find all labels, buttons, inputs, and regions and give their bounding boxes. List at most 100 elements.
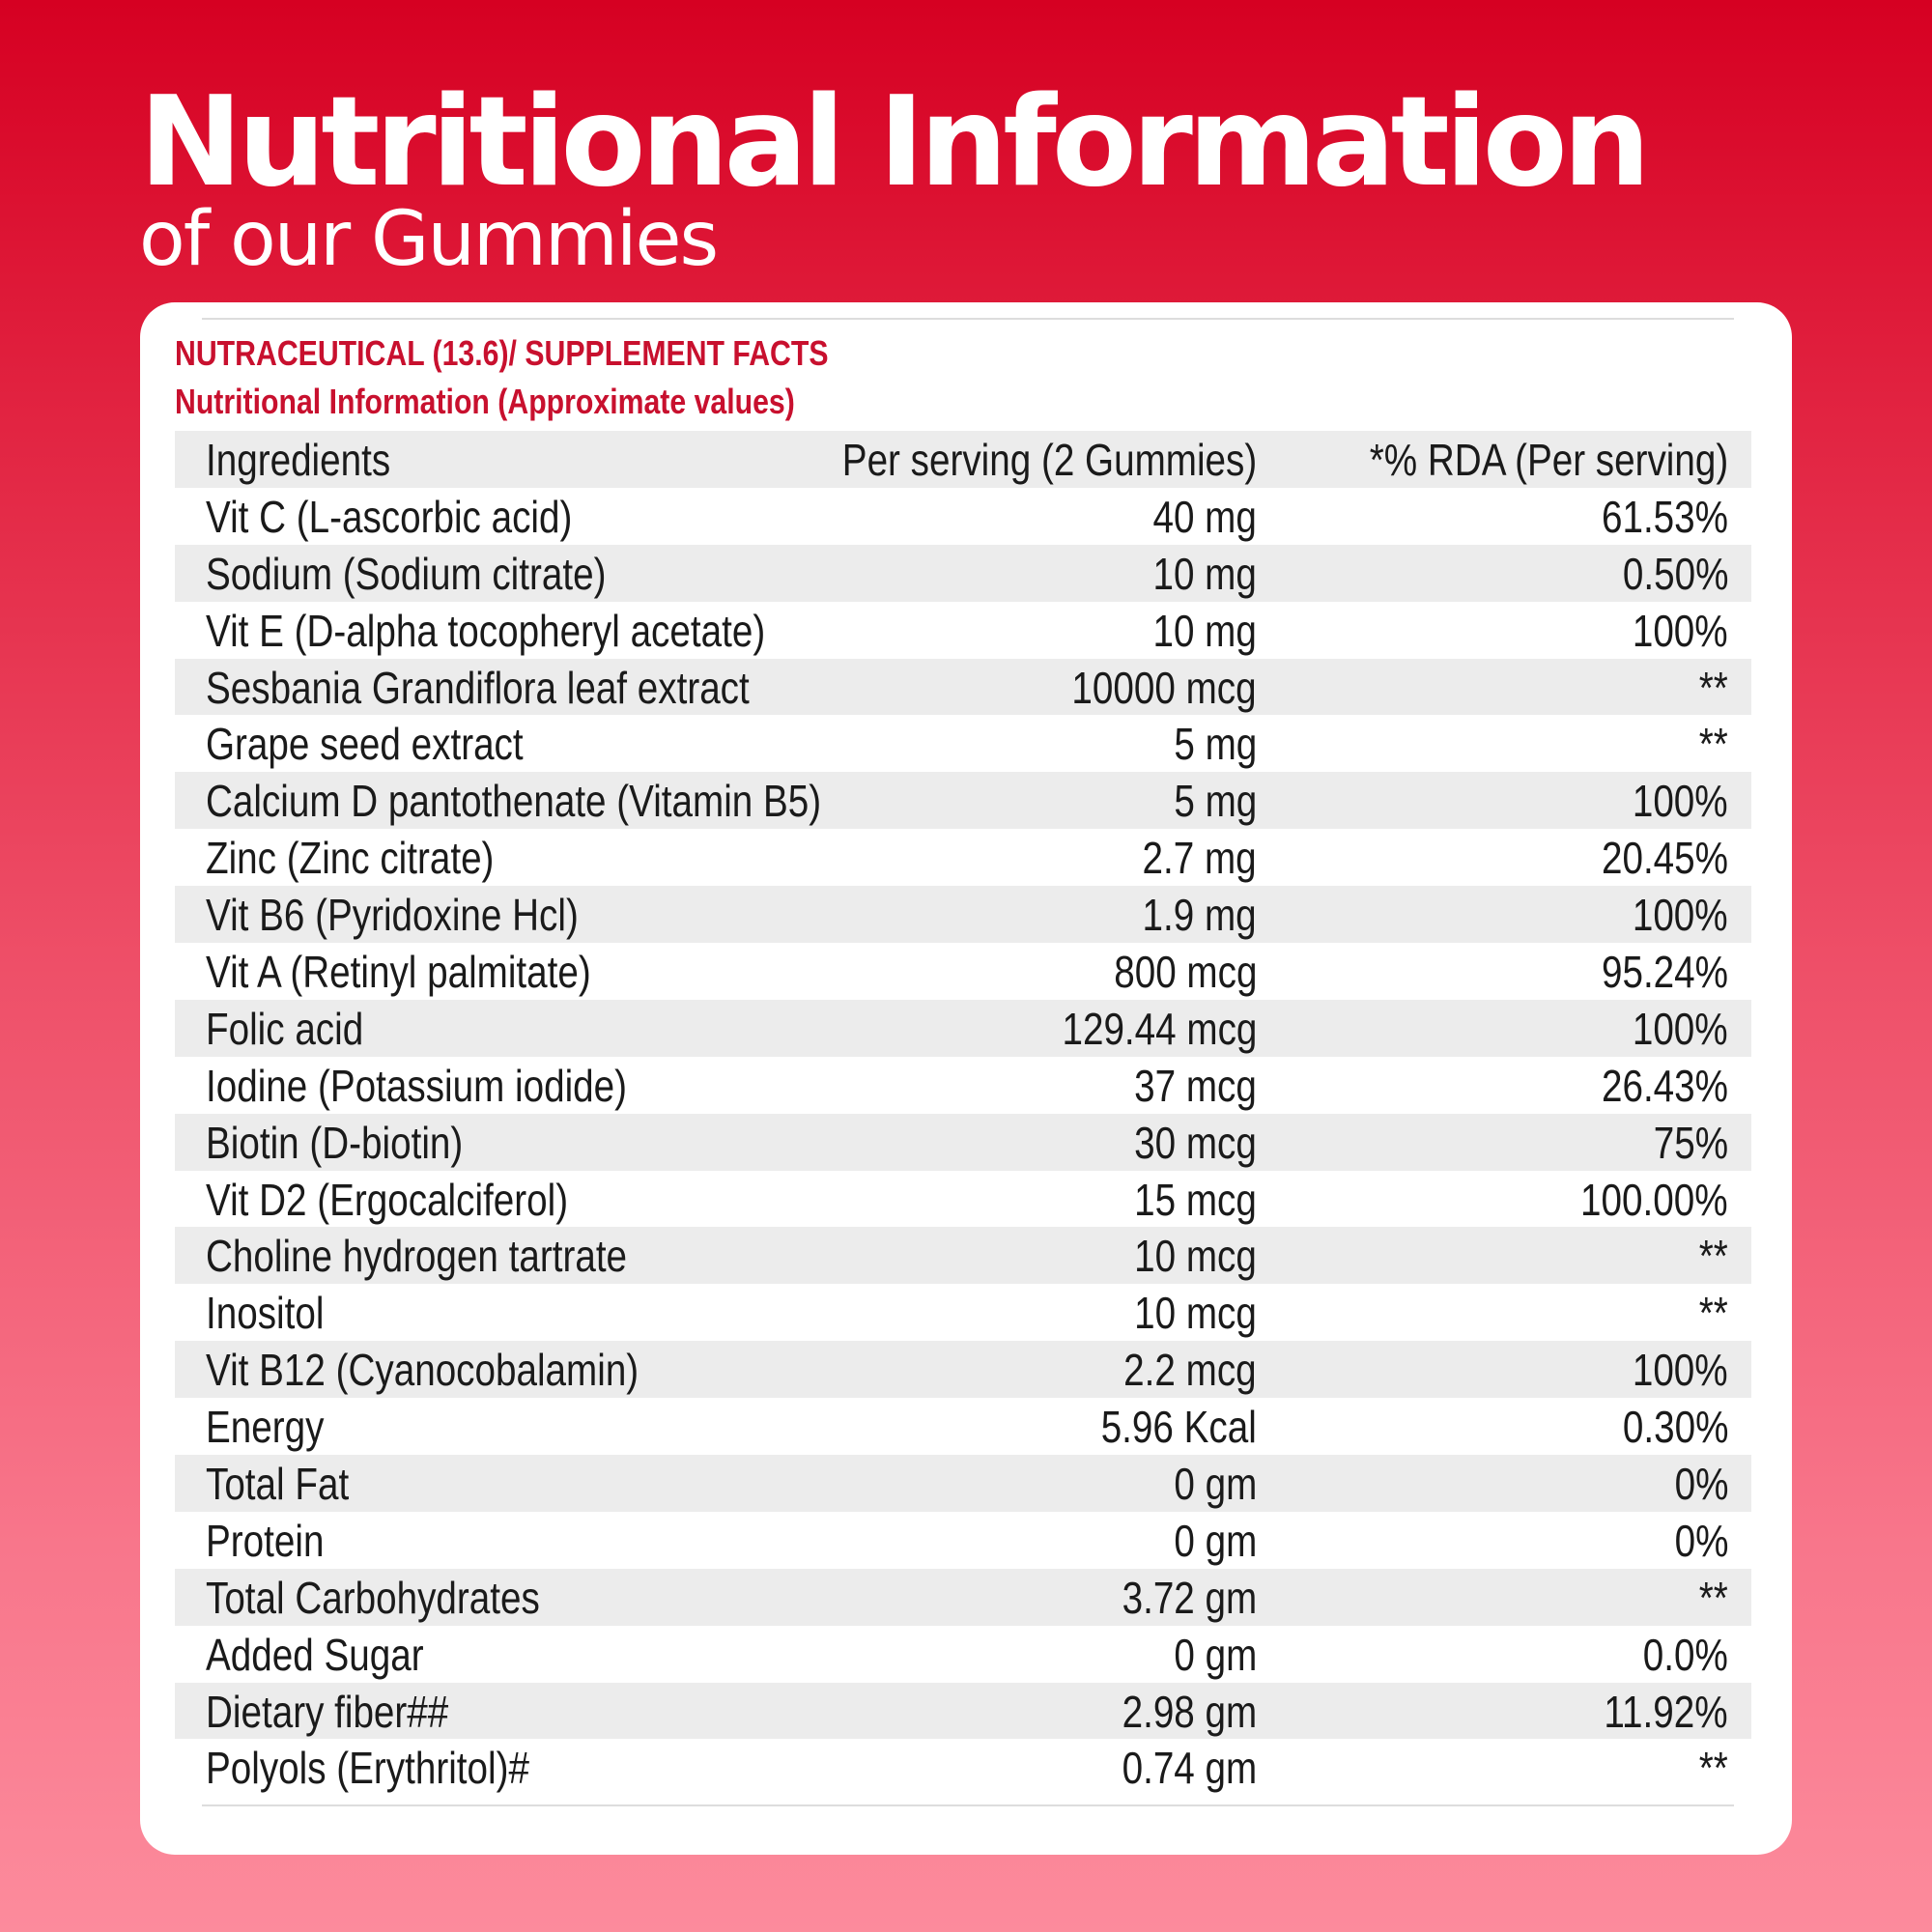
ingredient-name: Sodium (Sodium citrate) bbox=[206, 548, 607, 599]
table-row: Total Fat 0 gm 0% bbox=[175, 1455, 1751, 1512]
ingredient-name: Vit C (L-ascorbic acid) bbox=[206, 491, 573, 542]
rda-percent: 0% bbox=[1674, 1459, 1728, 1510]
facts-heading: NUTRACEUTICAL (13.6)/ SUPPLEMENT FACTS bbox=[175, 333, 829, 373]
per-serving-amount: 5 mg bbox=[1174, 776, 1257, 827]
per-serving-amount: 10 mcg bbox=[1134, 1231, 1257, 1282]
ingredient-name: Total Carbohydrates bbox=[206, 1572, 540, 1623]
rda-percent: 75% bbox=[1653, 1117, 1728, 1168]
ingredient-name: Energy bbox=[206, 1402, 325, 1453]
table-row: Dietary fiber## 2.98 gm 11.92% bbox=[175, 1682, 1751, 1740]
ingredient-name: Total Fat bbox=[206, 1459, 350, 1510]
table-row: Sodium (Sodium citrate) 10 mg 0.50% bbox=[175, 544, 1751, 602]
ingredient-name: Added Sugar bbox=[206, 1629, 424, 1680]
ingredient-name: Iodine (Potassium iodide) bbox=[206, 1060, 628, 1111]
per-serving-amount: 10 mcg bbox=[1134, 1288, 1257, 1339]
rda-percent: ** bbox=[1698, 1572, 1728, 1623]
table-row: Calcium D pantothenate (Vitamin B5) 5 mg 1… bbox=[175, 772, 1751, 830]
ingredient-name: Vit B6 (Pyridoxine Hcl) bbox=[206, 890, 579, 941]
rda-percent: 95.24% bbox=[1601, 947, 1728, 998]
table-row: Vit A (Retinyl palmitate) 800 mcg 95.24% bbox=[175, 943, 1751, 1000]
ingredient-name: Vit E (D-alpha tocopheryl acetate) bbox=[206, 605, 766, 656]
per-serving-amount: 3.72 gm bbox=[1122, 1572, 1257, 1623]
per-serving-amount: 5 mg bbox=[1174, 719, 1257, 770]
per-serving-amount: 15 mcg bbox=[1134, 1174, 1257, 1225]
ingredient-name: Zinc (Zinc citrate) bbox=[206, 833, 495, 884]
per-serving-amount: 1.9 mg bbox=[1142, 890, 1257, 941]
table-row: Energy 5.96 Kcal 0.30% bbox=[175, 1398, 1751, 1456]
table-row: Vit B6 (Pyridoxine Hcl) 1.9 mg 100% bbox=[175, 886, 1751, 944]
per-serving-amount: 2.7 mg bbox=[1142, 833, 1257, 884]
rda-percent: ** bbox=[1698, 662, 1728, 713]
per-serving-amount: 10 mg bbox=[1152, 605, 1257, 656]
table-row: Protein 0 gm 0% bbox=[175, 1511, 1751, 1569]
table-row: Inositol 10 mcg ** bbox=[175, 1284, 1751, 1342]
per-serving-amount: 129.44 mcg bbox=[1062, 1003, 1257, 1054]
ingredient-name: Folic acid bbox=[206, 1003, 364, 1054]
table-row: Vit B12 (Cyanocobalamin) 2.2 mcg 100% bbox=[175, 1341, 1751, 1399]
rda-percent: 100% bbox=[1633, 776, 1728, 827]
table-row: Sesbania Grandiflora leaf extract 10000 m… bbox=[175, 658, 1751, 716]
rda-percent: 0.0% bbox=[1642, 1629, 1728, 1680]
per-serving-amount: 0.74 gm bbox=[1122, 1743, 1257, 1794]
per-serving-amount: 2.2 mcg bbox=[1123, 1345, 1257, 1396]
rda-percent: ** bbox=[1698, 1743, 1728, 1794]
table-row: Vit C (L-ascorbic acid) 40 mg 61.53% bbox=[175, 487, 1751, 545]
rda-percent: ** bbox=[1698, 719, 1728, 770]
ingredient-name: Vit D2 (Ergocalciferol) bbox=[206, 1174, 569, 1225]
rda-percent: 11.92% bbox=[1604, 1686, 1728, 1737]
bottom-divider bbox=[202, 1804, 1734, 1806]
table-header-row: Ingredients Per serving (2 Gummies) *% R… bbox=[175, 431, 1751, 488]
table-row: Folic acid 129.44 mcg 100% bbox=[175, 999, 1751, 1057]
table-row: Iodine (Potassium iodide) 37 mcg 26.43% bbox=[175, 1056, 1751, 1114]
table-row: Zinc (Zinc citrate) 2.7 mg 20.45% bbox=[175, 829, 1751, 887]
per-serving-amount: 0 gm bbox=[1174, 1629, 1257, 1680]
table-row: Total Carbohydrates 3.72 gm ** bbox=[175, 1568, 1751, 1626]
ingredient-name: Dietary fiber## bbox=[206, 1686, 449, 1737]
ingredient-name: Choline hydrogen tartrate bbox=[206, 1231, 628, 1282]
page-title: Nutritional Information bbox=[139, 71, 1651, 214]
per-serving-amount: 30 mcg bbox=[1134, 1117, 1257, 1168]
ingredient-name: Sesbania Grandiflora leaf extract bbox=[206, 662, 750, 713]
table-row: Vit D2 (Ergocalciferol) 15 mcg 100.00% bbox=[175, 1170, 1751, 1228]
table-row: Grape seed extract 5 mg ** bbox=[175, 715, 1751, 773]
ingredient-name: Vit A (Retinyl palmitate) bbox=[206, 947, 591, 998]
ingredient-name: Biotin (D-biotin) bbox=[206, 1117, 464, 1168]
rda-percent: ** bbox=[1698, 1288, 1728, 1339]
rda-percent: 100% bbox=[1633, 1345, 1728, 1396]
ingredient-name: Calcium D pantothenate (Vitamin B5) bbox=[206, 776, 822, 827]
table-row: Vit E (D-alpha tocopheryl acetate) 10 mg 1… bbox=[175, 601, 1751, 659]
rda-percent: 0.50% bbox=[1622, 548, 1728, 599]
per-serving-amount: 10 mg bbox=[1152, 548, 1257, 599]
per-serving-amount: 2.98 gm bbox=[1122, 1686, 1257, 1737]
rda-percent: 0% bbox=[1674, 1515, 1728, 1566]
per-serving-amount: 40 mg bbox=[1152, 491, 1257, 542]
ingredient-name: Grape seed extract bbox=[206, 719, 524, 770]
per-serving-amount: 37 mcg bbox=[1134, 1060, 1257, 1111]
page-subtitle: of our Gummies bbox=[139, 196, 719, 283]
supplement-facts-card: NUTRACEUTICAL (13.6)/ SUPPLEMENT FACTS N… bbox=[140, 302, 1792, 1855]
per-serving-amount: 5.96 Kcal bbox=[1100, 1402, 1257, 1453]
rda-percent: 26.43% bbox=[1601, 1060, 1728, 1111]
per-serving-amount: 800 mcg bbox=[1113, 947, 1257, 998]
rda-percent: 100% bbox=[1633, 890, 1728, 941]
ingredient-name: Vit B12 (Cyanocobalamin) bbox=[206, 1345, 639, 1396]
ingredient-name: Protein bbox=[206, 1515, 325, 1566]
rda-percent: ** bbox=[1698, 1231, 1728, 1282]
ingredient-name: Inositol bbox=[206, 1288, 325, 1339]
table-row: Polyols (Erythritol)# 0.74 gm ** bbox=[175, 1739, 1751, 1797]
rda-percent: 100% bbox=[1633, 605, 1728, 656]
per-serving-amount: 0 gm bbox=[1174, 1459, 1257, 1510]
facts-table: Ingredients Per serving (2 Gummies) *% R… bbox=[175, 431, 1751, 1797]
table-row: Biotin (D-biotin) 30 mcg 75% bbox=[175, 1113, 1751, 1171]
column-header-rda: *% RDA (Per serving) bbox=[1369, 435, 1728, 485]
column-header-per-serving: Per serving (2 Gummies) bbox=[841, 435, 1257, 485]
rda-percent: 0.30% bbox=[1622, 1402, 1728, 1453]
per-serving-amount: 0 gm bbox=[1174, 1515, 1257, 1566]
top-divider bbox=[202, 318, 1734, 320]
table-row: Added Sugar 0 gm 0.0% bbox=[175, 1625, 1751, 1683]
table-row: Choline hydrogen tartrate 10 mcg ** bbox=[175, 1227, 1751, 1285]
rda-percent: 100.00% bbox=[1580, 1174, 1728, 1225]
column-header-ingredients: Ingredients bbox=[206, 435, 391, 485]
facts-subheading: Nutritional Information (Approximate val… bbox=[175, 382, 795, 421]
rda-percent: 100% bbox=[1633, 1003, 1728, 1054]
